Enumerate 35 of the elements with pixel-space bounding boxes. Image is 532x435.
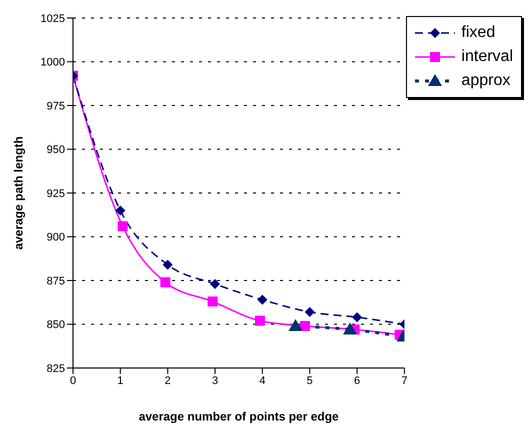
x-axis-title: average number of points per edge [138, 410, 340, 424]
x-tick-label: 6 [354, 374, 360, 387]
point [160, 277, 170, 288]
point [342, 322, 357, 334]
y-tick-label: 900 [46, 232, 65, 244]
x-tick-label: 7 [401, 374, 408, 387]
x-tick-label: 0 [70, 374, 76, 387]
point [257, 294, 268, 305]
y-tick-label: 875 [46, 275, 65, 288]
y-tick-label: 975 [46, 100, 65, 112]
point [300, 321, 310, 331]
x-tick-label: 4 [259, 374, 266, 387]
point [352, 312, 362, 322]
point [288, 319, 303, 331]
y-tick-label: 850 [46, 319, 65, 332]
point [208, 296, 218, 306]
y-tick-label: 825 [46, 362, 65, 375]
point [162, 260, 173, 270]
x-tick-label: 3 [212, 374, 218, 387]
legend-label: fixed [461, 23, 496, 43]
point [304, 307, 315, 317]
x-tick-label: 1 [117, 374, 124, 387]
point [255, 316, 266, 326]
point [118, 221, 128, 232]
y-tick-label: 1000 [40, 56, 65, 69]
y-tick-label: 950 [46, 144, 65, 156]
legend-label: interval [461, 47, 513, 67]
point [115, 206, 126, 216]
y-tick-label: 925 [46, 188, 65, 200]
x-tick-label: 2 [164, 374, 171, 387]
y-tick-label: 1025 [40, 12, 65, 25]
legend-label: approx [461, 71, 510, 91]
y-axis-title: average path length [11, 136, 26, 250]
x-tick-label: 5 [306, 374, 313, 387]
point [210, 279, 220, 289]
